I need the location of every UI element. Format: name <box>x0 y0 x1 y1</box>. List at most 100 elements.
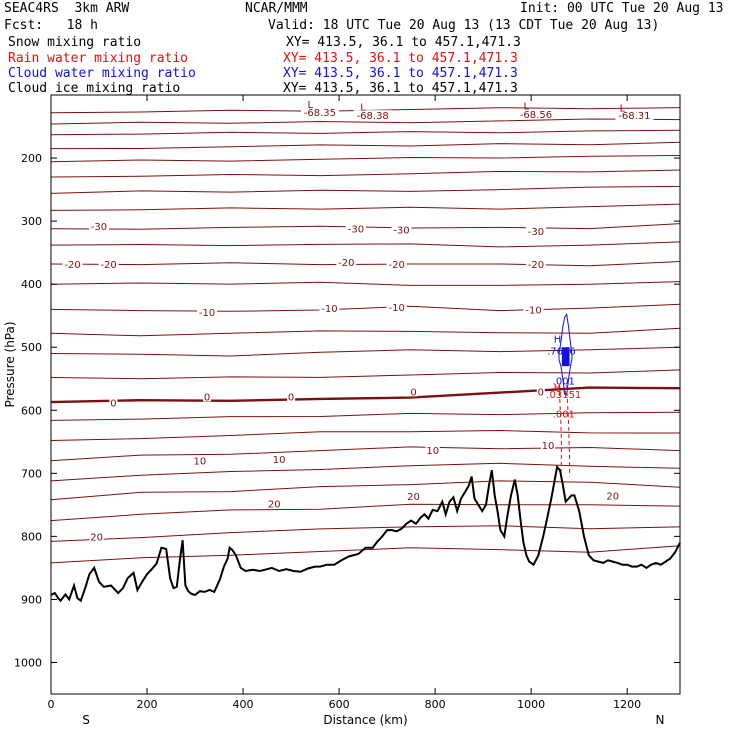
contour-value-label: -10 <box>525 305 541 316</box>
contour-value-label: 20 <box>407 492 420 503</box>
init-time: Init: 00 UTC Tue 20 Aug 13 <box>520 1 724 16</box>
field-xy-cloud-ice: XY= 413.5, 36.1 to 457.1,471.3 <box>283 81 518 96</box>
contour-value-label: -20 <box>64 260 80 271</box>
extremum-label: .7606 <box>547 346 576 357</box>
contour-label-gap <box>525 226 546 237</box>
contour-value-label: 20 <box>90 532 103 543</box>
isotherm-line <box>50 545 681 564</box>
isotherm-line <box>50 503 681 522</box>
field-name-cloud-ice: Cloud ice mixing ratio <box>8 81 181 96</box>
contour-value-label: -30 <box>528 227 544 238</box>
contour-label-gap <box>272 453 287 464</box>
rain-water-contour <box>566 384 571 477</box>
isotherm-line <box>50 386 681 404</box>
isotherm-line <box>50 261 681 267</box>
isotherm-line <box>50 129 681 136</box>
x-tick-label: 0 <box>48 698 55 711</box>
field-name-cloud-water: Cloud water mixing ratio <box>8 66 196 81</box>
contour-value-label: -20 <box>338 258 354 269</box>
x-tick-label: 800 <box>425 698 446 711</box>
rain-water-field <box>558 384 571 477</box>
isotherm-line <box>50 203 681 211</box>
y-tick-label: 300 <box>21 215 42 228</box>
contour-label-gap <box>523 304 544 315</box>
contour-label-gap <box>203 391 212 402</box>
contour-value-label: -68.56 <box>520 110 552 121</box>
contour-value-label: -20 <box>100 260 116 271</box>
isotherm-line <box>50 169 681 178</box>
contour-value-label: 0 <box>110 399 116 410</box>
x-tick-label: 1000 <box>517 698 545 711</box>
terrain-profile <box>50 464 681 603</box>
x-end-label-south: S <box>82 713 90 727</box>
contour-label-gap <box>540 439 555 450</box>
contour-value-label: -30 <box>348 225 364 236</box>
y-tick-label: 500 <box>21 341 42 354</box>
y-tick-label: 1000 <box>14 656 42 669</box>
extremum-label: L <box>524 102 530 113</box>
isotherm-contours <box>50 107 681 564</box>
contour-label-gap <box>287 391 296 402</box>
isotherm-line <box>50 155 681 163</box>
contour-value-label: -30 <box>393 225 409 236</box>
isotherm-line <box>50 281 681 286</box>
forecast-hour: Fcst: 18 h <box>4 18 98 33</box>
terrain-line <box>50 464 681 603</box>
contour-value-label: 20 <box>268 500 281 511</box>
contour-label-gap <box>300 107 339 118</box>
contour-label-gap <box>536 386 545 397</box>
isotherm-line <box>50 141 681 150</box>
contour-label-gap <box>409 386 418 397</box>
contour-label-gap <box>516 108 555 119</box>
y-axis-title: Pressure (hPa) <box>3 321 17 407</box>
x-tick-label: 1200 <box>613 698 641 711</box>
isotherm-line <box>50 327 681 337</box>
contour-value-label: -68.35 <box>304 108 336 119</box>
contour-label-gap <box>386 301 407 312</box>
isotherm-line <box>50 411 681 421</box>
cloud-water-field <box>558 313 573 395</box>
extremum-label: .001 <box>553 377 575 388</box>
contour-value-label: 10 <box>273 455 286 466</box>
center-title: NCAR/MMM <box>245 1 308 16</box>
contour-label-gap <box>425 444 440 455</box>
contour-label-gap <box>336 257 357 268</box>
field-xy-snow: XY= 413.5, 36.1 to 457.1,471.3 <box>286 35 521 50</box>
extremum-label: L <box>620 104 626 115</box>
contour-value-label: 0 <box>538 387 544 398</box>
contour-label-gap <box>267 498 282 509</box>
extremum-label: .03151 <box>546 390 581 401</box>
model-title: SEAC4RS 3km ARW <box>4 1 130 16</box>
axes: 0 200 400 600 800 1000 12002003004005006007008… <box>14 95 680 711</box>
contour-label-gap <box>109 397 118 408</box>
y-tick-label: 800 <box>21 530 42 543</box>
field-xy-cloud-water: XY= 413.5, 36.1 to 457.1,471.3 <box>283 66 518 81</box>
isotherm-line <box>50 369 681 380</box>
isotherm-line <box>50 480 681 501</box>
extremum-label: L <box>360 102 366 113</box>
valid-time: Valid: 18 UTC Tue 20 Aug 13 (13 CDT Tue … <box>268 18 660 33</box>
contour-value-label: -30 <box>91 222 107 233</box>
cloud-water-core <box>561 347 570 367</box>
contour-value-label: -20 <box>528 260 544 271</box>
isotherm-line <box>50 303 681 312</box>
contour-label-gap <box>89 531 104 542</box>
cloud-water-contour <box>558 313 573 395</box>
y-tick-label: 600 <box>21 404 42 417</box>
x-tick-label: 200 <box>137 698 158 711</box>
contour-label-gap <box>62 258 83 269</box>
contour-value-label: 20 <box>606 491 619 502</box>
contour-value-label: 10 <box>426 446 439 457</box>
isotherm-line <box>50 118 681 125</box>
contour-label-gap <box>345 223 366 234</box>
contour-label-gap <box>353 110 392 121</box>
extremum-label: L <box>307 100 313 111</box>
x-axis-title: Distance (km) <box>323 713 407 727</box>
contour-label-gap <box>386 258 407 269</box>
isotherm-line <box>50 241 681 248</box>
contour-value-label: -10 <box>321 304 337 315</box>
contour-value-label: 10 <box>193 457 206 468</box>
contour-value-label: 0 <box>204 392 210 403</box>
field-name-snow: Snow mixing ratio <box>8 35 142 50</box>
